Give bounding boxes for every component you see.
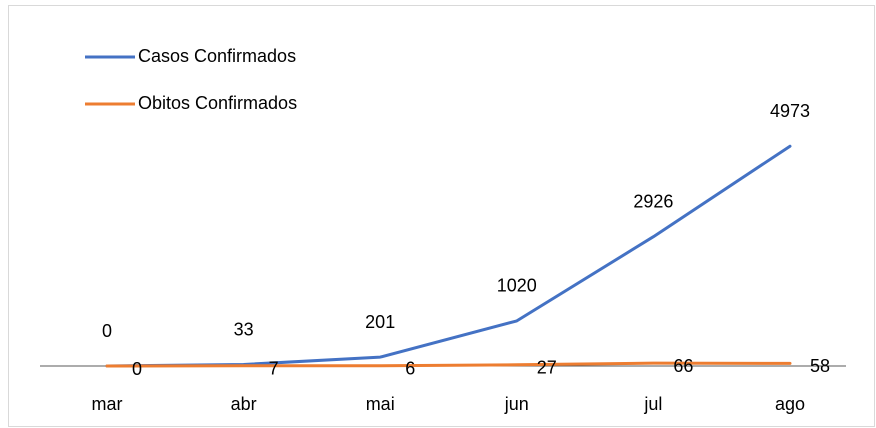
x-tick-label: mai bbox=[366, 394, 395, 414]
data-label: 1020 bbox=[497, 276, 537, 296]
x-tick-label: ago bbox=[775, 394, 805, 414]
x-tick-label: abr bbox=[231, 394, 257, 414]
chart-border bbox=[8, 5, 875, 427]
data-label: 27 bbox=[537, 358, 557, 378]
data-label: 58 bbox=[810, 356, 830, 376]
data-label: 66 bbox=[673, 356, 693, 376]
series-line bbox=[105, 361, 792, 368]
x-tick-label: mar bbox=[92, 394, 123, 414]
data-label: 2926 bbox=[633, 191, 673, 211]
data-label: 33 bbox=[234, 319, 254, 339]
data-label: 201 bbox=[365, 312, 395, 332]
data-label: 0 bbox=[102, 321, 112, 341]
legend-label: Casos Confirmados bbox=[138, 46, 296, 66]
x-tick-label: jul bbox=[643, 394, 662, 414]
x-tick-label: jun bbox=[504, 394, 529, 414]
data-label: 4973 bbox=[770, 101, 810, 121]
data-label: 7 bbox=[269, 358, 279, 378]
legend-label: Obitos Confirmados bbox=[138, 93, 297, 113]
data-label: 6 bbox=[405, 358, 415, 378]
data-label: 0 bbox=[132, 359, 142, 379]
